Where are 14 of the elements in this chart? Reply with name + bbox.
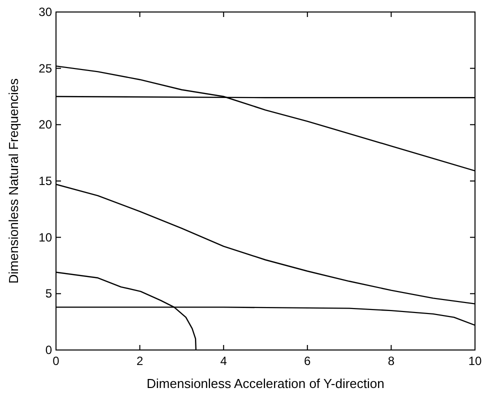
y-tick-label: 25 [38,61,52,76]
x-tick-label: 8 [388,354,395,368]
y-tick-label: 10 [38,230,52,244]
y-tick-label: 30 [38,5,52,19]
x-tick-label: 4 [220,354,228,368]
x-tick-label: 2 [136,354,144,368]
x-tick-label: 10 [468,354,482,368]
x-axis-title: Dimensionless Acceleration of Y-direction [146,376,384,391]
y-tick-label: 0 [45,343,52,357]
y-tick-label: 20 [38,118,52,132]
y-tick-label: 15 [38,174,52,188]
y-axis-title: Dimensionless Natural Frequencies [6,78,21,284]
x-tick-label: 6 [304,354,312,368]
y-tick-label: 5 [45,286,52,301]
